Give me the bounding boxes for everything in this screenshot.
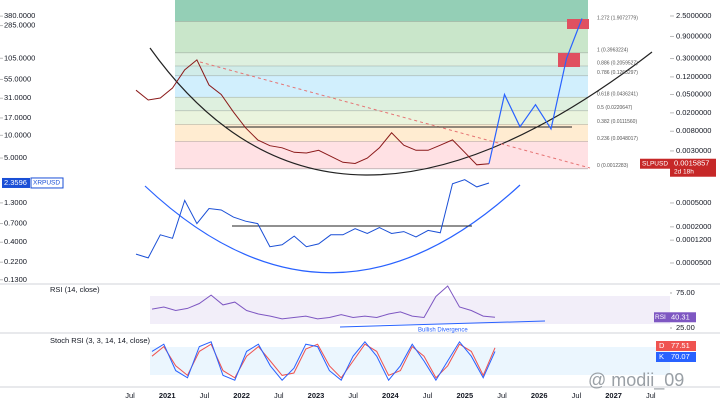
x-tick-label: Jul [348, 391, 358, 400]
fib-label: 1 (0.3963224) [597, 47, 628, 53]
fib-band [175, 97, 588, 111]
fib-band [175, 141, 588, 169]
y2-tick-label: 0.0500000 [676, 89, 711, 98]
x-tick-label: Jul [274, 391, 284, 400]
x-tick-label: 2027 [605, 391, 622, 400]
y-tick-label: 285.0000 [4, 21, 35, 30]
series-line [135, 179, 490, 259]
fib-label: 0.236 (0.0048017) [597, 136, 638, 142]
y2-tick-label: 0.0030000 [676, 146, 711, 155]
series-line [151, 285, 496, 320]
divergence-label: Bullish Divergence [418, 328, 468, 334]
rsi-title: RSI (14, close) [50, 285, 100, 294]
fib-band [175, 66, 588, 76]
x-tick-label: 2022 [233, 391, 250, 400]
fib-label: 1.272 (1.9072779) [597, 16, 638, 22]
y2-tick-label: 0.0000500 [676, 258, 711, 267]
x-tick-label: Jul [125, 391, 135, 400]
value-label: 70.07 [671, 352, 690, 361]
y-tick-label: 380.0000 [4, 11, 35, 20]
y-tick-label: 5.0000 [4, 153, 27, 162]
y2-tick-label: 0.0005000 [676, 198, 711, 207]
price-label: 2.3596 [4, 178, 27, 187]
fib-band [175, 110, 588, 125]
value-tag [668, 341, 696, 351]
y-tick-label: 25.00 [676, 323, 695, 332]
fib-label: 0.886 (0.2059527) [597, 60, 638, 66]
y-tick-label: 75.00 [676, 288, 695, 297]
y2-tick-label: 0.9000000 [676, 31, 711, 40]
series-line [151, 340, 496, 382]
x-tick-label: Jul [646, 391, 656, 400]
series-name: K [659, 352, 664, 361]
y-tick-label: 10.0000 [4, 130, 31, 139]
x-tick-label: 2026 [531, 391, 548, 400]
y2-tick-label: 0.0080000 [676, 126, 711, 135]
fib-label: 0.786 (0.1263297) [597, 70, 638, 76]
divergence-line [339, 320, 546, 328]
value-label: 40.31 [671, 312, 690, 321]
y-tick-label: 0.2200 [4, 257, 27, 266]
y-tick-label: 31.0000 [4, 93, 31, 102]
y2-tick-label: 2.5000000 [676, 11, 711, 20]
fib-label: 0.5 (0.0220647) [597, 105, 633, 111]
countdown: 2d 18h [674, 168, 694, 175]
y2-tick-label: 0.1200000 [676, 72, 711, 81]
y2-tick-label: 0.0001200 [676, 235, 711, 244]
target-box [558, 53, 580, 67]
series-tag [30, 177, 64, 189]
fib-band [175, 124, 588, 142]
fib-label: 0.382 (0.0111560) [597, 119, 637, 125]
x-tick-label: Jul [572, 391, 582, 400]
fib-band [175, 75, 588, 98]
series-name: RSI [655, 314, 666, 321]
value-tag [654, 312, 668, 323]
trend-line [199, 61, 591, 169]
value-tag [668, 312, 696, 323]
stoch-title: Stoch RSI (3, 3, 14, 14, close) [50, 336, 151, 345]
y-tick-label: 105.0000 [4, 53, 35, 62]
price-tag [2, 177, 30, 188]
value-tag [668, 352, 696, 362]
y-tick-label: 0.7000 [4, 219, 27, 228]
value-tag [656, 341, 668, 351]
price-tag [640, 158, 670, 169]
x-tick-label: 2021 [159, 391, 176, 400]
price-tag [670, 158, 716, 177]
projection-line [488, 18, 583, 164]
series-name: XRPUSD [33, 180, 60, 187]
x-tick-label: 2024 [382, 391, 400, 400]
fib-label: 0 (0.0012283) [597, 163, 628, 169]
target-box [567, 19, 589, 29]
fib-bands [175, 0, 588, 170]
fib-band [175, 0, 588, 22]
rsi-band [150, 296, 670, 324]
price-label: 0.0015857 [674, 159, 709, 168]
watermark: @ modii_09 [588, 370, 684, 391]
fib-band [175, 52, 588, 67]
cup-curve [149, 47, 653, 176]
x-tick-label: 2025 [456, 391, 473, 400]
y-tick-label: 0.1300 [4, 275, 27, 284]
x-tick-label: Jul [423, 391, 433, 400]
y-tick-label: 1.3000 [4, 198, 27, 207]
series-name: D [659, 341, 665, 350]
fib-label: 0.618 (0.0436241) [597, 92, 638, 98]
fib-band [175, 21, 588, 53]
series-name: SLPUSD [642, 160, 668, 167]
series-line [151, 343, 496, 379]
series-line [135, 59, 490, 166]
y2-tick-label: 0.0200000 [676, 108, 711, 117]
x-tick-label: Jul [497, 391, 507, 400]
y-tick-label: 17.0000 [4, 113, 31, 122]
value-tag [656, 352, 668, 362]
x-tick-label: 2023 [308, 391, 325, 400]
y-tick-label: 55.0000 [4, 74, 31, 83]
x-tick-label: Jul [200, 391, 210, 400]
y2-tick-label: 0.3000000 [676, 54, 711, 63]
value-label: 77.51 [671, 341, 690, 350]
y-tick-label: 0.4000 [4, 237, 27, 246]
y2-tick-label: 0.0002000 [676, 222, 711, 231]
